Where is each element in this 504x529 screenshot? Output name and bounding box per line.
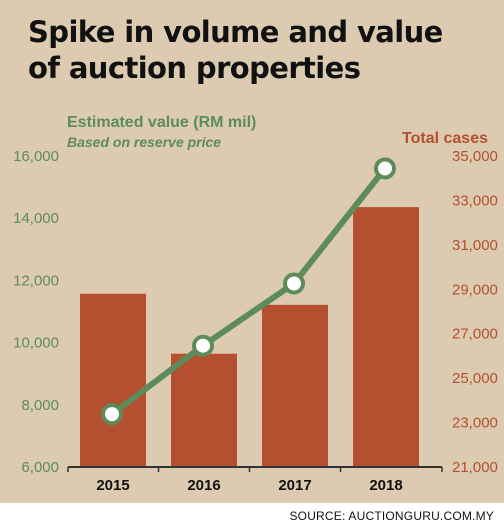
value-point-2017 [283, 272, 305, 295]
right-tick-label: 35,000 [452, 148, 498, 165]
chart-card: Spike in volume and value of auction pro… [0, 0, 504, 503]
x-tick-label: 2017 [278, 477, 311, 494]
left-tick-label: 12,000 [13, 272, 59, 289]
left-tick-label: 14,000 [13, 210, 59, 227]
axis-layer: 2015 2016 2017 2018 6,000 8,000 10,000 12,000 14… [13, 148, 498, 494]
bars-layer [80, 207, 419, 468]
chart-title-line-2: of auction properties [28, 51, 361, 85]
x-tick-label: 2018 [369, 477, 402, 494]
left-tick-label: 16,000 [13, 148, 59, 165]
right-tick-label: 31,000 [452, 237, 498, 254]
left-tick-label: 6,000 [21, 459, 59, 476]
bar-2016 [171, 353, 237, 467]
left-axis-subtitle: Based on reserve price [67, 134, 222, 150]
right-axis-title: Total cases [402, 130, 488, 147]
value-point-2018 [374, 157, 396, 180]
x-tick-label: 2016 [187, 477, 220, 494]
right-tick-label: 27,000 [452, 326, 498, 343]
line-layer [101, 157, 396, 426]
right-tick-label: 25,000 [452, 370, 498, 387]
bar-2017 [262, 304, 328, 467]
combo-chart: 2015 2016 2017 2018 6,000 8,000 10,000 12,000 14… [13, 148, 498, 494]
left-axis-title: Estimated value (RM mil) [67, 114, 257, 131]
value-line [109, 165, 388, 418]
right-tick-label: 21,000 [452, 459, 498, 476]
left-tick-label: 10,000 [13, 335, 59, 352]
chart-title: Spike in volume and value of auction pro… [28, 14, 488, 86]
value-point-2015 [101, 403, 123, 426]
chart-title-line-1: Spike in volume and value [28, 15, 443, 49]
source-note: SOURCE: AUCTIONGURU.COM.MY [289, 509, 494, 523]
x-tick-label: 2015 [96, 477, 129, 494]
right-tick-label: 33,000 [452, 192, 498, 209]
right-tick-label: 29,000 [452, 281, 498, 298]
bar-2018 [353, 207, 419, 468]
right-tick-label: 23,000 [452, 415, 498, 432]
bar-2015 [80, 293, 146, 467]
left-tick-label: 8,000 [21, 397, 59, 414]
value-point-2016 [192, 334, 214, 357]
